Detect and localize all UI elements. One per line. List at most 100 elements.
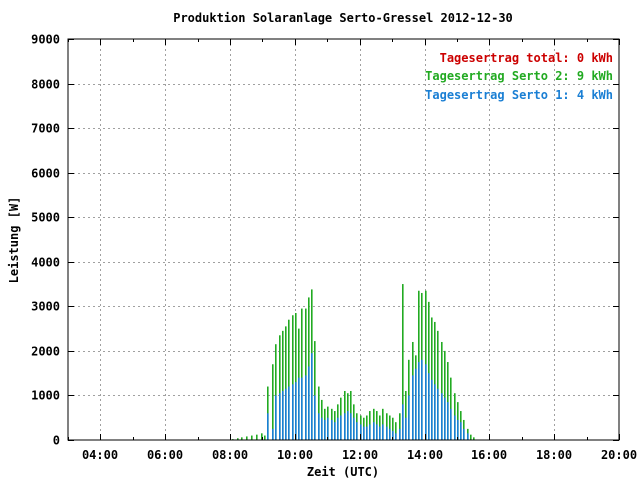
bar-serto-1 [431,379,433,440]
bar-serto-2 [428,301,430,440]
bar-serto-1 [386,426,388,440]
bar-serto-1 [437,388,439,440]
y-tick-label: 4000 [31,256,60,270]
bar-serto-1 [288,386,290,440]
bar-serto-1 [279,393,281,440]
bar-serto-1 [282,390,284,440]
y-tick-label: 8000 [31,78,60,92]
bar-serto-2 [305,308,307,440]
y-tick-labels: 0 1000 2000 3000 4000 5000 6000 7000 8000 9000 [31,33,60,448]
bar-serto-1 [347,411,349,440]
bar-serto-1 [363,426,365,440]
bar-serto-2 [405,390,407,440]
bar-serto-2 [473,437,475,440]
x-tick-label: 08:00 [212,448,248,462]
bar-serto-1 [353,417,355,440]
bar-serto-1 [463,428,465,440]
bar-serto-2 [246,436,248,440]
bar-serto-1 [379,426,381,440]
bar-serto-1 [318,413,320,440]
bar-serto-2 [447,362,449,440]
bar-serto-2 [437,330,439,440]
bar-serto-2 [301,308,303,440]
chart-title: Produktion Solaranlage Serto-Gressel 201… [173,11,513,25]
bar-serto-1 [441,393,443,440]
y-tick-label: 2000 [31,345,60,359]
x-tick-label: 06:00 [147,448,183,462]
bar-serto-1 [450,408,452,440]
x-tick-labels: 04:00 06:00 08:00 10:00 12:00 14:00 16:00 18:00… [82,448,637,462]
bar-serto-2 [237,438,239,440]
grid-lines [68,39,619,440]
plot-frame [67,38,620,441]
bar-serto-1 [415,368,417,440]
bar-serto-1 [331,419,333,440]
bar-serto-2 [264,435,266,440]
y-tick-label: 7000 [31,122,60,136]
legend-serto-1: Tagesertrag Serto 1: 4 kWh [425,88,613,102]
bar-serto-1 [337,417,339,440]
bar-serto-1 [399,428,401,440]
bar-serto-2 [275,344,277,440]
bar-serto-1 [373,422,375,440]
bar-serto-1 [285,388,287,440]
bar-serto-2 [392,417,394,440]
bar-serto-1 [305,375,307,440]
bar-serto-1 [405,417,407,440]
bar-serto-1 [402,404,404,440]
y-tick-label: 6000 [31,167,60,181]
bar-serto-2 [251,435,253,440]
bar-serto-2 [402,284,404,440]
bar-serto-2 [444,350,446,440]
x-tick-label: 14:00 [407,448,443,462]
bar-serto-1 [412,375,414,440]
bar-serto-1 [395,433,397,440]
bar-serto-1 [444,397,446,440]
series-serto-1-bars [267,353,469,440]
bar-serto-1 [356,422,358,440]
legend-total: Tagesertrag total: 0 kWh [440,51,613,65]
bar-serto-1 [272,428,274,440]
x-tick-label: 12:00 [342,448,378,462]
bar-serto-2 [285,326,287,440]
bar-serto-1 [308,366,310,440]
bar-serto-1 [382,424,384,440]
bar-serto-1 [454,415,456,440]
bar-serto-1 [376,424,378,440]
bar-serto-1 [324,419,326,440]
y-tick-label: 9000 [31,33,60,47]
bar-serto-1 [460,422,462,440]
bar-serto-2 [441,341,443,440]
bar-serto-1 [350,413,352,440]
x-tick-label: 10:00 [277,448,313,462]
bar-serto-1 [389,428,391,440]
bar-serto-1 [467,433,469,440]
bar-serto-2 [261,433,263,440]
bar-serto-1 [428,373,430,440]
bar-serto-2 [282,330,284,440]
bar-serto-1 [314,395,316,440]
bar-serto-1 [457,419,459,440]
legend-serto-2: Tagesertrag Serto 2: 9 kWh [425,69,613,83]
x-tick-label: 16:00 [471,448,507,462]
y-tick-label: 1000 [31,389,60,403]
bar-serto-2 [399,413,401,440]
bar-serto-2 [470,434,472,440]
bar-serto-2 [314,341,316,440]
bar-serto-1 [425,364,427,440]
bar-serto-2 [288,319,290,440]
x-tick-label: 18:00 [536,448,572,462]
bar-serto-2 [434,321,436,440]
y-tick-label: 5000 [31,211,60,225]
bar-serto-2 [256,434,258,440]
bar-serto-1 [344,413,346,440]
bar-serto-1 [301,377,303,440]
bar-serto-2 [279,335,281,440]
bar-serto-1 [334,422,336,440]
x-tick-label: 04:00 [82,448,118,462]
bar-serto-1 [298,377,300,440]
bar-serto-2 [241,437,243,440]
